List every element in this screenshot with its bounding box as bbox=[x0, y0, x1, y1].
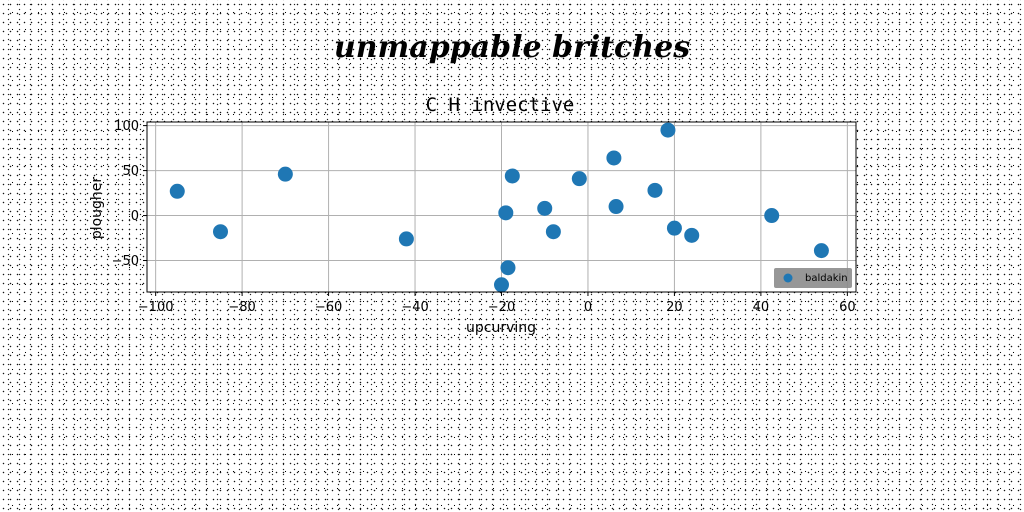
scatter-point bbox=[660, 122, 676, 138]
scatter-point bbox=[504, 168, 520, 184]
scatter-point bbox=[764, 208, 780, 224]
scatter-point bbox=[398, 231, 414, 247]
figure-title: unmappable britches bbox=[333, 30, 691, 65]
y-tick-label: −50 bbox=[112, 254, 139, 269]
legend-box bbox=[774, 268, 852, 288]
scatter-point bbox=[500, 260, 516, 276]
scatter-point bbox=[813, 243, 829, 259]
scatter-point bbox=[537, 200, 553, 216]
scatter-point bbox=[277, 166, 293, 182]
x-tick-label: −20 bbox=[488, 300, 515, 315]
ticks: −100 −80 −60 −40 −20 0 20 40 60 −50 0 50 100 bbox=[112, 119, 856, 315]
scatter-point bbox=[212, 224, 228, 240]
x-tick-label: −80 bbox=[228, 300, 255, 315]
y-tick-label: 50 bbox=[122, 164, 139, 179]
y-axis-label: plougher bbox=[89, 177, 105, 240]
legend-label: baldakin bbox=[805, 273, 848, 284]
scatter-point bbox=[169, 183, 185, 199]
scatter-point bbox=[647, 182, 663, 198]
scatter-point bbox=[498, 205, 514, 221]
x-tick-label: 0 bbox=[584, 300, 592, 315]
data-points bbox=[169, 122, 829, 293]
x-tick-label: 20 bbox=[666, 300, 683, 315]
x-tick-label: −100 bbox=[138, 300, 174, 315]
x-axis-label: upcurving bbox=[466, 320, 536, 336]
x-tick-label: −60 bbox=[315, 300, 342, 315]
y-tick-label: 100 bbox=[114, 119, 139, 134]
legend: baldakin bbox=[774, 268, 852, 288]
scatter-point bbox=[666, 220, 682, 236]
scatter-point bbox=[606, 150, 622, 166]
x-tick-label: −40 bbox=[401, 300, 428, 315]
scatter-point bbox=[545, 224, 561, 240]
scatter-point bbox=[494, 277, 509, 293]
scatter-point bbox=[684, 227, 700, 243]
x-tick-label: 40 bbox=[753, 300, 770, 315]
chart-title: C H invective bbox=[426, 94, 575, 116]
x-tick-label: 60 bbox=[839, 300, 856, 315]
y-tick-label: 0 bbox=[131, 209, 139, 224]
plot-frame bbox=[146, 121, 857, 293]
scatter-point bbox=[571, 171, 587, 187]
legend-marker bbox=[783, 273, 793, 283]
scatter-point bbox=[608, 199, 624, 215]
